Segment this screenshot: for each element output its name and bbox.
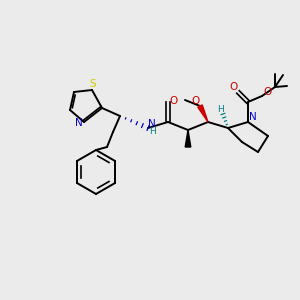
Text: H: H	[217, 104, 224, 113]
Text: N: N	[249, 112, 257, 122]
Text: H: H	[148, 128, 155, 136]
Text: N: N	[75, 118, 83, 128]
Text: O: O	[230, 82, 238, 92]
Text: O: O	[263, 87, 271, 97]
Text: O: O	[170, 96, 178, 106]
Text: S: S	[90, 79, 96, 89]
Polygon shape	[185, 130, 191, 147]
Polygon shape	[198, 105, 208, 122]
Text: O: O	[191, 96, 199, 106]
Text: N: N	[148, 119, 156, 129]
